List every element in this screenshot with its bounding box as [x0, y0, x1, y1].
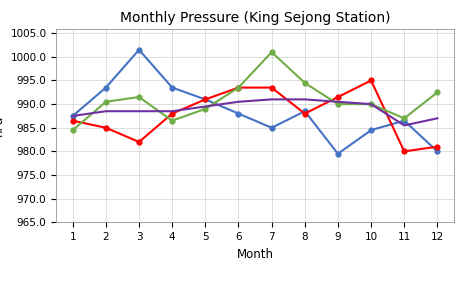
- 2019: [169, 119, 175, 122]
- 2019: [269, 50, 274, 54]
- 2017: [402, 119, 407, 122]
- Title: Monthly Pressure (King Sejong Station): Monthly Pressure (King Sejong Station): [120, 11, 390, 25]
- 1988-2019: [169, 109, 175, 113]
- 2019: [302, 81, 307, 85]
- 1988-2019: [402, 124, 407, 127]
- Line: 2017: 2017: [70, 47, 440, 156]
- 2018: [136, 140, 142, 144]
- 1988-2019: [136, 109, 142, 113]
- 1988-2019: [368, 102, 374, 106]
- 2018: [402, 150, 407, 153]
- 2017: [203, 98, 208, 101]
- 2017: [269, 126, 274, 129]
- 2019: [435, 91, 440, 94]
- 2018: [169, 112, 175, 115]
- 2019: [236, 86, 241, 89]
- 2018: [269, 86, 274, 89]
- 2018: [368, 79, 374, 82]
- 2018: [302, 112, 307, 115]
- 2019: [368, 102, 374, 106]
- 2017: [103, 86, 109, 89]
- 2019: [70, 129, 75, 132]
- 2019: [136, 95, 142, 99]
- 2018: [70, 119, 75, 122]
- 2018: [335, 95, 341, 99]
- 1988-2019: [103, 109, 109, 113]
- Line: 2018: 2018: [70, 78, 440, 154]
- 2017: [136, 48, 142, 52]
- Line: 1988-2019: 1988-2019: [73, 99, 438, 125]
- 2017: [368, 129, 374, 132]
- 2018: [103, 126, 109, 129]
- 1988-2019: [335, 100, 341, 103]
- 2019: [402, 117, 407, 120]
- 2019: [203, 107, 208, 111]
- 1988-2019: [70, 114, 75, 118]
- 2017: [335, 152, 341, 156]
- 2018: [236, 86, 241, 89]
- 2019: [335, 102, 341, 106]
- 2017: [435, 150, 440, 153]
- 1988-2019: [435, 117, 440, 120]
- 1988-2019: [302, 98, 307, 101]
- Y-axis label: hPa: hPa: [0, 115, 5, 136]
- 1988-2019: [269, 98, 274, 101]
- 1988-2019: [203, 105, 208, 108]
- 2018: [435, 145, 440, 148]
- 2017: [236, 112, 241, 115]
- X-axis label: Month: Month: [236, 248, 274, 260]
- 2017: [70, 114, 75, 118]
- 2018: [203, 98, 208, 101]
- 2019: [103, 100, 109, 103]
- 2017: [169, 86, 175, 89]
- 1988-2019: [236, 100, 241, 103]
- 2017: [302, 109, 307, 113]
- Line: 2019: 2019: [70, 50, 440, 133]
